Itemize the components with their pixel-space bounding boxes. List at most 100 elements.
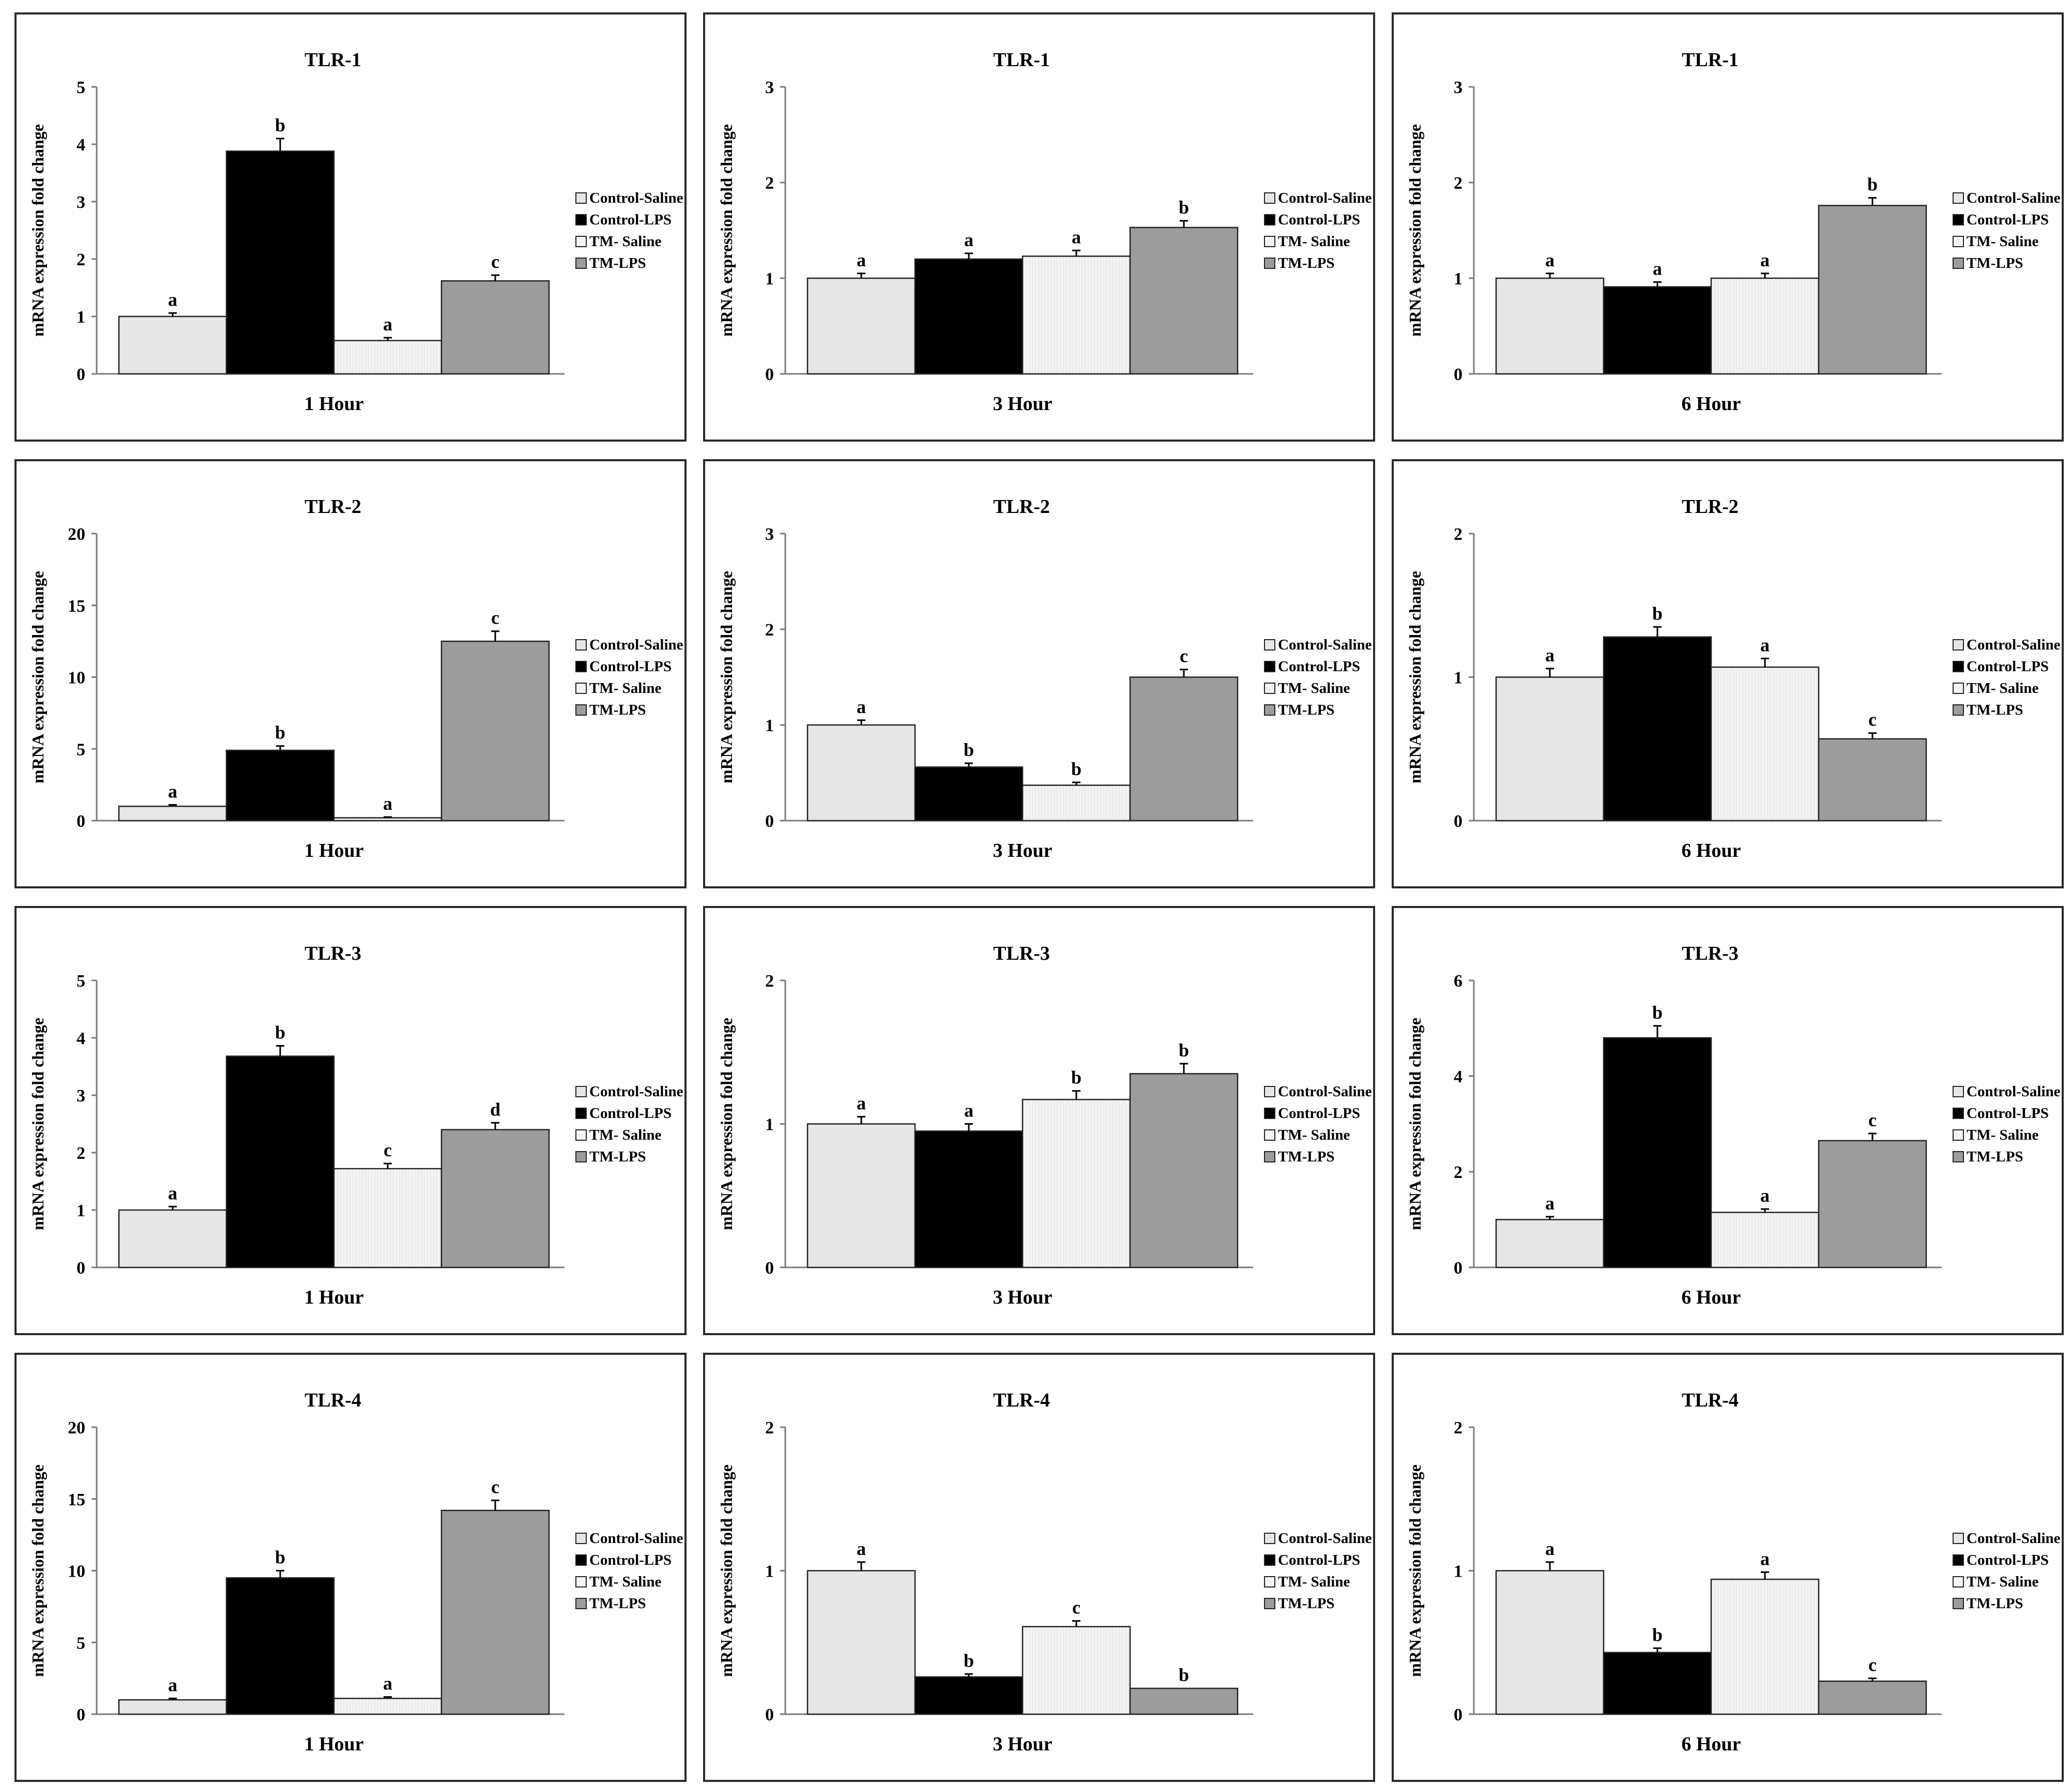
y-tick-label: 1 xyxy=(1454,269,1462,289)
legend-label: Control-Saline xyxy=(589,637,683,653)
x-axis-label: 3 Hour xyxy=(993,1287,1052,1308)
significance-letter: a xyxy=(1760,250,1770,270)
bar xyxy=(440,1509,550,1715)
legend-swatch xyxy=(575,192,587,204)
legend-swatch xyxy=(575,236,587,247)
y-tick-label: 20 xyxy=(68,525,85,544)
x-axis-label: 1 Hour xyxy=(304,1733,363,1755)
bar xyxy=(914,1130,1024,1268)
y-tick-label: 3 xyxy=(1454,78,1462,97)
y-tick-label: 0 xyxy=(765,365,774,384)
chart-svg: TLR-4 mRNA expression fold change 0 1 2 a b c b 3… xyxy=(717,1389,1372,1755)
bar xyxy=(333,817,443,822)
bar xyxy=(225,1055,335,1268)
chart-svg: TLR-2 mRNA expression fold change 0 1 2 a b a c 6… xyxy=(1406,496,2061,861)
legend-swatch xyxy=(1264,661,1275,672)
chart-svg: TLR-1 mRNA expression fold change 0 1 2 3 4 5 a b… xyxy=(28,49,683,415)
x-axis-label: 6 Hour xyxy=(1681,393,1741,415)
significance-letter: a xyxy=(168,1674,177,1695)
legend-label: TM-LPS xyxy=(1967,1148,2023,1165)
y-axis-label: mRNA expression fold change xyxy=(717,571,736,783)
legend-swatch xyxy=(1953,704,1964,716)
chart-panel: TLR-3 mRNA expression fold change 0 1 2 3 4 5 a b… xyxy=(14,906,687,1335)
significance-letter: c xyxy=(1868,1655,1877,1675)
significance-letter: a xyxy=(964,1100,973,1121)
bar xyxy=(440,280,550,375)
bar xyxy=(333,1698,443,1715)
legend-label: TM- Saline xyxy=(1278,233,1350,250)
chart-title: TLR-4 xyxy=(1682,1389,1739,1411)
y-tick-label: 4 xyxy=(77,135,85,155)
legend-label: Control-LPS xyxy=(589,658,672,675)
legend-label: TM-LPS xyxy=(589,1595,646,1612)
y-axis-label: mRNA expression fold change xyxy=(1406,124,1424,337)
y-tick-label: 10 xyxy=(68,669,85,688)
significance-letter: a xyxy=(168,289,177,310)
chart-title: TLR-1 xyxy=(304,49,361,71)
chart-title: TLR-3 xyxy=(1682,943,1739,964)
legend-label: TM- Saline xyxy=(589,233,661,250)
significance-letter: a xyxy=(168,1183,177,1203)
legend-swatch xyxy=(575,1086,587,1097)
legend-swatch xyxy=(1264,258,1275,269)
legend-label: TM-LPS xyxy=(1278,702,1335,718)
legend-label: Control-Saline xyxy=(1278,637,1372,653)
y-tick-label: 3 xyxy=(765,525,774,544)
legend-swatch xyxy=(1264,683,1275,694)
bar xyxy=(440,640,550,822)
bar xyxy=(440,1129,550,1268)
y-tick-label: 10 xyxy=(68,1562,85,1581)
legend-swatch xyxy=(575,683,587,694)
x-axis-label: 3 Hour xyxy=(993,840,1052,861)
legend-swatch xyxy=(1264,214,1275,225)
legend-swatch xyxy=(575,1598,587,1609)
significance-letter: a xyxy=(1653,258,1662,279)
legend-swatch xyxy=(575,661,587,672)
y-tick-label: 2 xyxy=(1454,1163,1462,1182)
y-tick-label: 0 xyxy=(1454,1259,1462,1278)
bar xyxy=(225,749,335,822)
y-axis-label: mRNA expression fold change xyxy=(717,1464,736,1677)
legend: Control-Saline Control-LPS TM- Saline TM-LP… xyxy=(1264,1530,1372,1612)
chart-panel: TLR-4 mRNA expression fold change 0 5 10 15 20… xyxy=(14,1353,687,1782)
bar xyxy=(1129,1073,1239,1268)
x-axis-label: 1 Hour xyxy=(304,840,363,861)
y-tick-label: 2 xyxy=(765,621,774,640)
legend-label: TM-LPS xyxy=(1278,1148,1335,1165)
legend: Control-Saline Control-LPS TM- Saline TM-LP… xyxy=(575,190,683,271)
legend-swatch xyxy=(1953,683,1964,694)
significance-letter: b xyxy=(1071,1067,1081,1088)
legend-label: TM- Saline xyxy=(1278,680,1350,697)
chart-title: TLR-1 xyxy=(993,49,1050,71)
legend-swatch xyxy=(1953,236,1964,247)
legend-swatch xyxy=(575,1576,587,1588)
legend-label: Control-LPS xyxy=(1967,211,2049,228)
significance-letter: a xyxy=(1545,1193,1555,1214)
bar xyxy=(1022,1099,1131,1268)
chart-title: TLR-2 xyxy=(304,496,361,518)
legend-swatch xyxy=(575,258,587,269)
bar xyxy=(806,724,916,822)
y-axis-label: mRNA expression fold change xyxy=(28,571,47,783)
significance-letter: c xyxy=(384,1140,392,1160)
y-axis-label: mRNA expression fold change xyxy=(1406,1464,1424,1677)
y-tick-label: 1 xyxy=(1454,669,1462,688)
y-axis-label: mRNA expression fold change xyxy=(717,1018,736,1230)
legend-label: Control-LPS xyxy=(1278,211,1360,228)
significance-letter: c xyxy=(491,251,499,272)
y-tick-label: 0 xyxy=(765,1705,774,1725)
chart-svg: TLR-3 mRNA expression fold change 0 1 2 a a b b 3… xyxy=(717,943,1372,1308)
legend-label: Control-LPS xyxy=(1967,658,2049,675)
y-axis-label: mRNA expression fold change xyxy=(1406,571,1424,783)
bar xyxy=(806,1123,916,1268)
chart-title: TLR-4 xyxy=(993,1389,1050,1411)
y-tick-label: 2 xyxy=(765,972,774,991)
legend-label: Control-LPS xyxy=(589,211,672,228)
legend-label: Control-Saline xyxy=(1967,1530,2061,1547)
bar xyxy=(118,315,227,375)
y-tick-label: 3 xyxy=(77,1086,85,1106)
y-tick-label: 0 xyxy=(1454,365,1462,384)
legend-swatch xyxy=(1264,639,1275,651)
bar xyxy=(1129,226,1239,375)
bar xyxy=(1022,784,1131,822)
